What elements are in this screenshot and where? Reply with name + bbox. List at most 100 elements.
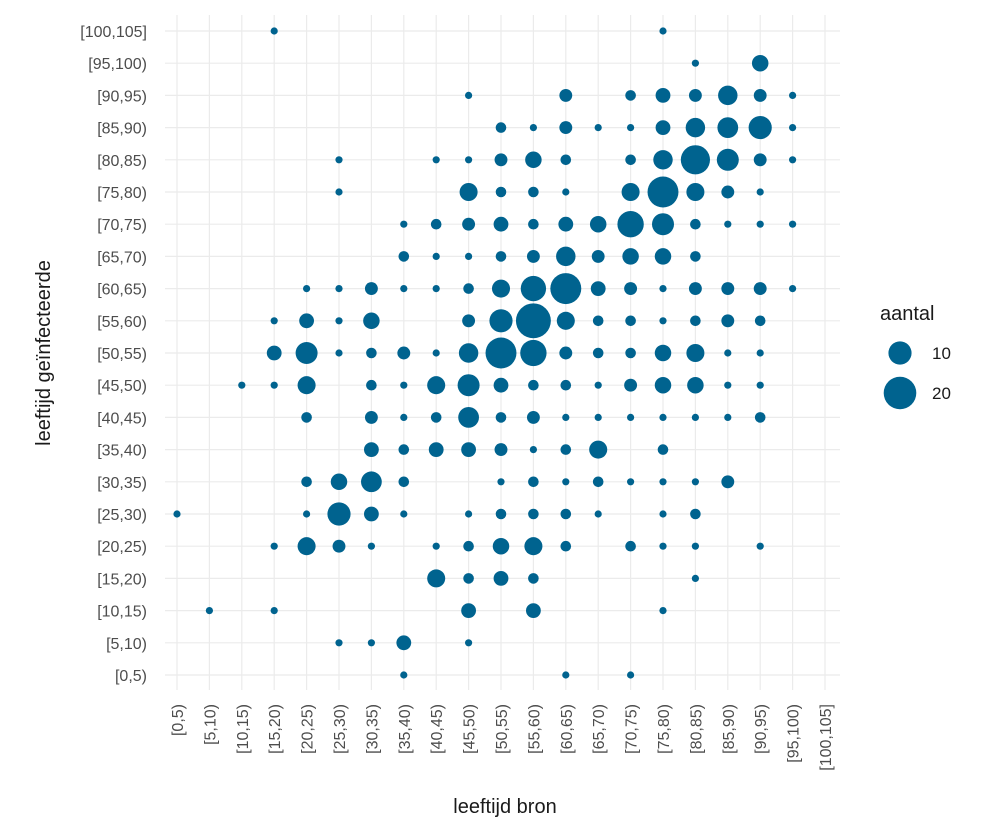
y-tick-label: [25,30) bbox=[97, 507, 147, 524]
data-point bbox=[624, 378, 638, 392]
data-point bbox=[691, 574, 700, 583]
data-point bbox=[721, 314, 735, 328]
data-point bbox=[690, 315, 701, 327]
y-tick-label: [5,10) bbox=[106, 636, 147, 653]
data-point bbox=[463, 573, 474, 584]
data-point bbox=[465, 639, 473, 647]
x-tick-label: [80,85) bbox=[688, 704, 705, 754]
data-point bbox=[332, 539, 346, 553]
data-point bbox=[562, 413, 570, 421]
y-tick-label: [60,65) bbox=[97, 282, 147, 299]
data-point bbox=[659, 27, 667, 35]
data-point bbox=[396, 635, 412, 651]
data-point bbox=[270, 27, 278, 35]
data-point bbox=[721, 475, 735, 489]
data-point bbox=[756, 381, 764, 389]
legend-key bbox=[888, 341, 912, 365]
data-point bbox=[589, 215, 607, 233]
data-point bbox=[367, 542, 375, 550]
data-point bbox=[526, 410, 540, 424]
data-point bbox=[594, 124, 602, 132]
x-tick-label: [20,25) bbox=[300, 704, 317, 754]
data-point bbox=[335, 156, 343, 164]
data-point bbox=[686, 343, 705, 363]
data-point bbox=[432, 156, 440, 164]
x-tick-label: [100,105] bbox=[818, 704, 835, 771]
data-point bbox=[363, 312, 380, 330]
data-point bbox=[205, 607, 213, 615]
x-axis-title: leeftijd bron bbox=[453, 796, 556, 818]
data-point bbox=[270, 607, 278, 615]
data-point bbox=[367, 639, 375, 647]
data-point bbox=[270, 317, 278, 325]
data-point bbox=[756, 188, 764, 196]
data-point bbox=[691, 413, 700, 421]
data-point bbox=[625, 90, 636, 101]
data-point bbox=[493, 216, 509, 232]
data-point bbox=[721, 282, 735, 296]
data-point bbox=[652, 213, 674, 236]
data-point bbox=[238, 381, 246, 389]
y-tick-label: [70,75) bbox=[97, 217, 147, 234]
data-point bbox=[528, 186, 539, 198]
x-tick-label: [55,60) bbox=[526, 704, 543, 754]
x-tick-labels: [0,5) [5,10) [10,15) [15,20) [20,25) [25,30) [… bbox=[170, 704, 835, 771]
data-point bbox=[690, 251, 701, 262]
y-tick-label: [30,35) bbox=[97, 475, 147, 492]
data-point bbox=[625, 315, 636, 327]
data-point bbox=[617, 211, 644, 238]
x-tick-label: [45,50) bbox=[462, 704, 479, 754]
data-point bbox=[556, 246, 576, 267]
data-point bbox=[295, 342, 318, 364]
y-tick-label: [15,20) bbox=[97, 571, 147, 588]
y-tick-label: [45,50) bbox=[97, 378, 147, 395]
data-point bbox=[461, 603, 476, 618]
data-point bbox=[299, 313, 314, 329]
legend-label: 20 bbox=[932, 384, 951, 403]
data-point bbox=[748, 116, 772, 140]
data-point bbox=[685, 117, 706, 138]
data-point bbox=[494, 443, 508, 457]
data-point bbox=[465, 91, 473, 99]
data-point bbox=[495, 122, 507, 133]
data-point bbox=[753, 282, 767, 296]
data-point bbox=[716, 148, 739, 171]
data-point bbox=[497, 478, 505, 486]
x-tick-label: [0,5) bbox=[170, 704, 187, 736]
data-point bbox=[691, 542, 700, 550]
data-point bbox=[655, 120, 671, 135]
data-point bbox=[335, 349, 343, 357]
y-axis-title: leeftijd geïnfecteerde bbox=[33, 260, 55, 446]
data-point bbox=[659, 510, 667, 518]
data-points bbox=[173, 27, 797, 679]
data-point bbox=[659, 542, 667, 550]
data-point bbox=[659, 607, 667, 615]
y-tick-label: [20,25) bbox=[97, 539, 147, 556]
data-point bbox=[653, 150, 673, 170]
data-point bbox=[625, 540, 636, 552]
data-point bbox=[400, 510, 408, 518]
data-point bbox=[789, 220, 797, 228]
y-tick-label: [85,90) bbox=[97, 121, 147, 138]
y-tick-label: [35,40) bbox=[97, 443, 147, 460]
data-point bbox=[590, 281, 606, 296]
data-point bbox=[647, 176, 679, 208]
data-point bbox=[465, 156, 473, 164]
x-tick-label: [90,95) bbox=[753, 704, 770, 754]
data-point bbox=[556, 311, 575, 330]
data-point bbox=[493, 571, 509, 586]
data-point bbox=[270, 542, 278, 550]
data-point bbox=[430, 218, 442, 230]
data-point bbox=[686, 182, 705, 202]
data-point bbox=[525, 151, 542, 169]
x-tick-label: [10,15) bbox=[235, 704, 252, 754]
data-point bbox=[303, 285, 311, 293]
data-point bbox=[364, 282, 378, 296]
data-point bbox=[592, 315, 604, 327]
data-point bbox=[789, 285, 797, 293]
data-point bbox=[465, 510, 473, 518]
data-point bbox=[594, 510, 602, 518]
data-point bbox=[462, 217, 476, 231]
x-tick-label: [50,55) bbox=[494, 704, 511, 754]
